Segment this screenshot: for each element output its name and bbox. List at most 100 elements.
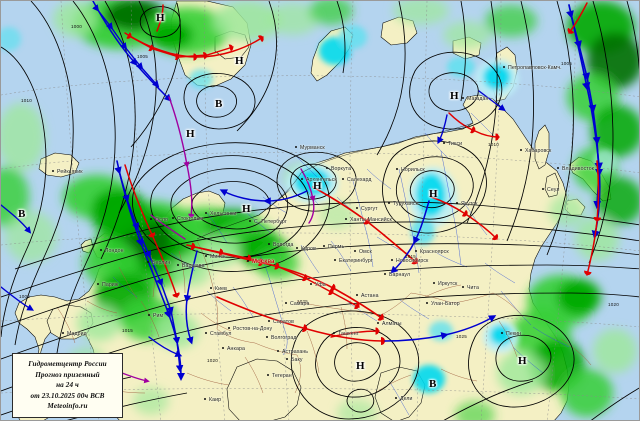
city-label: Сеул: [541, 187, 560, 193]
isobar-value-label: 1015: [122, 328, 134, 333]
precip-blob: [595, 177, 639, 225]
city-label: Салехард: [342, 177, 372, 183]
isobar-value-label: 1005: [137, 54, 149, 59]
front-cold: [437, 114, 448, 145]
isobar: [14, 1, 74, 346]
city-label: Омск: [354, 249, 372, 255]
snow-blob: [447, 57, 475, 77]
legend-line-organisation: Гидрометцентр России: [28, 360, 107, 368]
snow-blob: [189, 69, 213, 89]
front-cold: [183, 250, 198, 345]
precip-blob: [591, 105, 639, 157]
front-occluded: [300, 168, 316, 224]
isobar: [460, 1, 466, 102]
front-warm: [430, 196, 499, 241]
isobar-value-label: 1005: [561, 61, 573, 66]
precip-blob: [133, 387, 169, 415]
front-warm: [567, 2, 588, 34]
precip-blob: [319, 201, 355, 229]
legend-line-product: Прогноз приземный: [35, 370, 100, 379]
precip-blob: [497, 351, 545, 395]
isobar-value-label: 1005: [19, 294, 31, 299]
city-label: Москва: [246, 259, 275, 265]
city-label: Мадрид: [62, 331, 87, 337]
front-warm: [124, 164, 180, 298]
low-pressure-center: Н: [313, 180, 322, 192]
city-label: Каир: [203, 397, 222, 403]
front-cold: [1, 286, 35, 311]
city-label: Осло: [150, 217, 168, 223]
city-label: Мурманск: [295, 145, 325, 151]
isobar: [626, 1, 639, 70]
city-label: Ханты-Мансийск: [345, 217, 392, 223]
isobar: [276, 151, 357, 212]
low-pressure-center: Н: [235, 55, 244, 67]
precip-blob: [393, 1, 449, 25]
legend-line-leadtime: на 24 ч: [56, 381, 79, 389]
land-iceland: [38, 152, 80, 178]
isobar: [1, 221, 639, 298]
city-label: Рим: [147, 313, 164, 319]
city-label: Лондон: [100, 248, 124, 254]
front-cold: [390, 200, 430, 274]
isobar: [466, 1, 498, 224]
front-cold: [219, 189, 308, 205]
precip-blob: [337, 399, 377, 420]
city-label: Чита: [462, 285, 479, 291]
city-label: Якутск: [455, 201, 478, 207]
city-label: Алматы: [377, 321, 402, 327]
city-label: Тегеран: [267, 373, 292, 379]
city-label: Анкара: [222, 346, 245, 352]
snow-blob: [413, 365, 445, 393]
isobar: [468, 315, 575, 408]
isobar: [236, 1, 277, 132]
land-sakhalin: [534, 124, 550, 170]
city-label: Астрахань: [276, 349, 309, 355]
city-label: Стокгольм: [172, 216, 203, 222]
isobar: [346, 388, 375, 413]
isobar: [290, 163, 337, 200]
front-warm: [448, 112, 500, 141]
isobar: [191, 181, 271, 230]
precip-blob: [443, 21, 491, 49]
front-warm: [216, 296, 386, 345]
city-label: Минск: [204, 254, 226, 260]
city-label: Туруханск: [388, 201, 418, 207]
precip-blob: [549, 195, 585, 227]
front-warm: [584, 160, 602, 276]
isobar: [336, 1, 346, 74]
isobar: [382, 140, 487, 234]
city-label: Дели: [395, 396, 413, 402]
legend-line-source: Meteoinfo.ru: [47, 402, 88, 410]
city-label: С.-Петербург: [249, 219, 287, 225]
city-label: Архангельск: [301, 177, 337, 183]
city-label: Хабаровск: [519, 148, 552, 154]
precip-blob: [455, 401, 495, 420]
low-pressure-center: Н: [450, 90, 459, 102]
low-pressure-center: Н: [429, 188, 438, 200]
isobar-value-label: 1020: [207, 358, 219, 363]
city-label: Берлин: [146, 260, 171, 266]
high-pressure-center: В: [18, 208, 26, 220]
city-label: Сургут: [356, 206, 378, 212]
low-pressure-center: Н: [356, 360, 365, 372]
front-warm: [156, 4, 164, 32]
city-label: Новосибирск: [390, 258, 429, 264]
city-label: Уфа: [310, 282, 326, 288]
isobar: [495, 334, 552, 382]
isobar: [409, 170, 455, 209]
isobar-value-label: 1000: [71, 24, 83, 29]
isobar-value-label: 1020: [608, 302, 620, 307]
precip-blob: [485, 5, 537, 37]
precip-blob: [77, 305, 121, 341]
land-india: [374, 366, 426, 420]
snow-blob: [339, 25, 367, 49]
isobar: [506, 1, 534, 242]
precip-blob: [561, 369, 613, 417]
city-label: Норильск: [396, 167, 425, 173]
front-warm-bumps: [126, 32, 234, 61]
city-label: Тикси: [442, 141, 463, 147]
snow-blob: [416, 173, 446, 217]
snow-blob: [294, 168, 330, 196]
